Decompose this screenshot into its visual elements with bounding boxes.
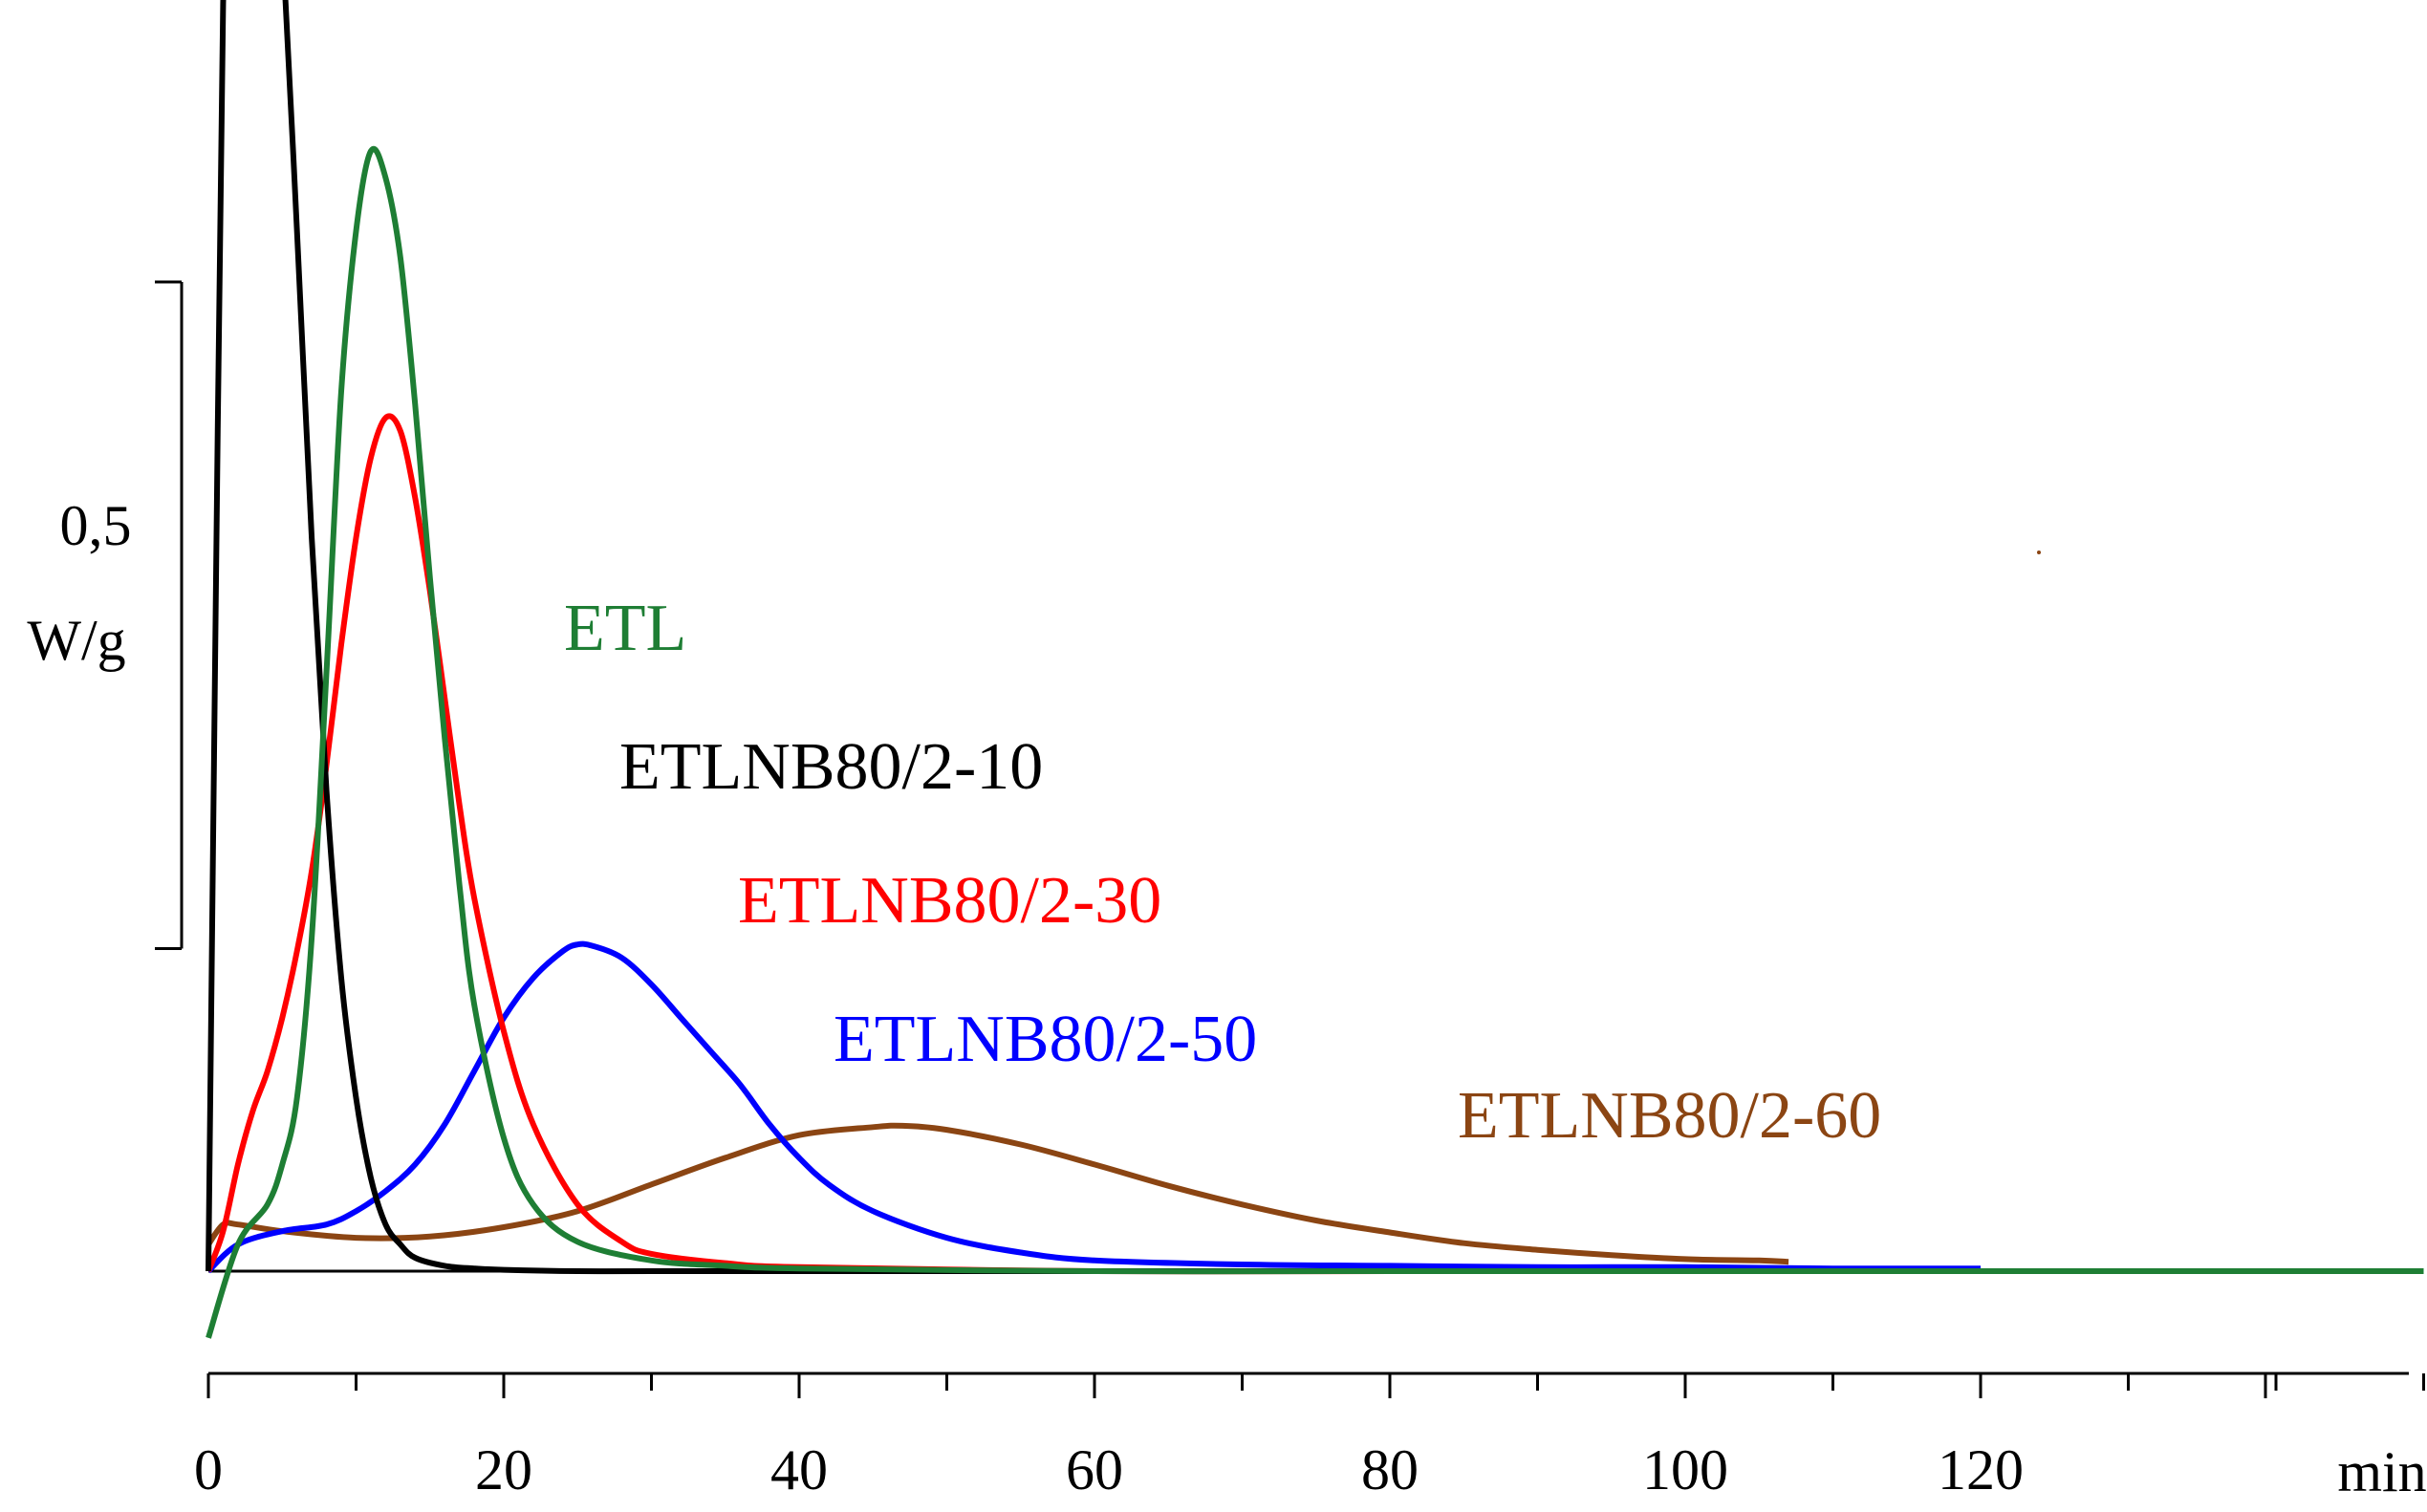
x-tick-label-80: 80 <box>1361 1438 1419 1501</box>
series-label-etlnb80-2-60: ETLNB80/2-60 <box>1458 1079 1881 1153</box>
series-line-etl <box>206 145 2424 1339</box>
curve-layer <box>206 0 2424 1339</box>
x-axis-ticks: 0 20 40 60 80 100 120 <box>194 1373 2425 1501</box>
x-tick-label-40: 40 <box>770 1438 828 1501</box>
series-label-etlnb80-2-10: ETLNB80/2-10 <box>619 730 1043 804</box>
scale-bar-value-label: 0,5 <box>60 494 132 557</box>
x-tick-label-0: 0 <box>194 1438 223 1501</box>
x-axis-unit-label: min <box>2337 1440 2426 1503</box>
x-tick-label-120: 120 <box>1938 1438 2024 1501</box>
series-label-etlnb80-2-30: ETLNB80/2-30 <box>738 864 1161 938</box>
series-line-etlnb80-2-60 <box>206 1122 1789 1265</box>
series-label-etlnb80-2-50: ETLNB80/2-50 <box>834 1003 1257 1076</box>
x-tick-label-100: 100 <box>1642 1438 1728 1501</box>
stray-dot <box>2037 551 2041 554</box>
series-label-etl: ETL <box>564 592 686 665</box>
series-line-etlnb80-2-50 <box>206 940 1982 1274</box>
y-scale-bar <box>155 280 184 950</box>
x-tick-label-60: 60 <box>1066 1438 1123 1501</box>
x-tick-label-20: 20 <box>475 1438 532 1501</box>
scale-bar-unit-label: W/g <box>27 609 125 672</box>
